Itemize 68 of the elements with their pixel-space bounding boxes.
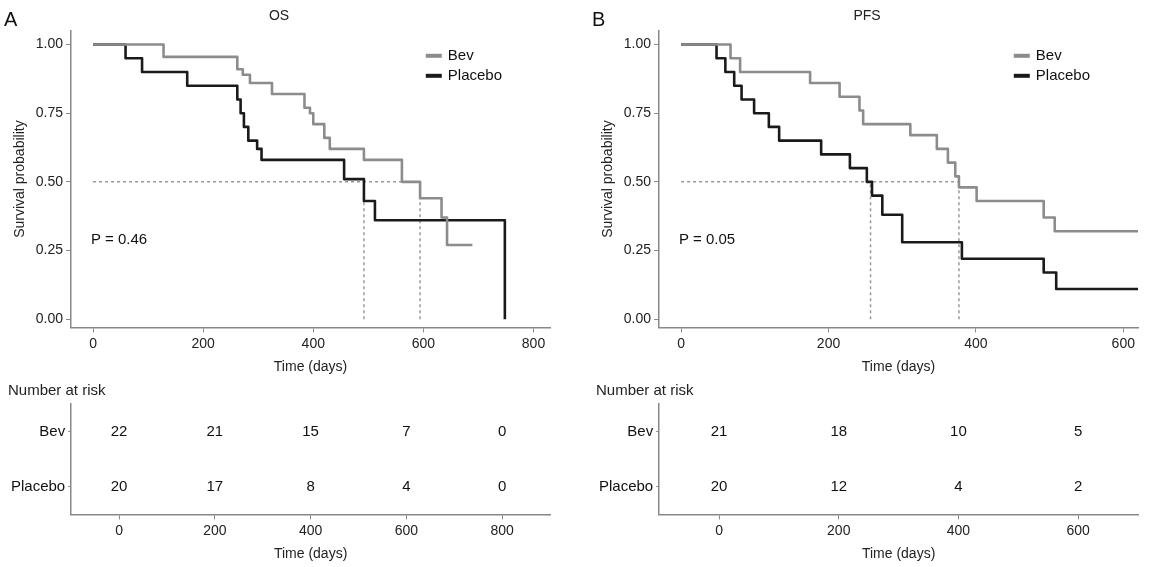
data-label: 20 xyxy=(110,476,128,494)
y-tick-label: 0.50 xyxy=(35,172,64,189)
y-axis-title: Survival probability xyxy=(599,120,616,238)
data-label: 21 xyxy=(710,421,728,439)
y-tick-label: 0.00 xyxy=(623,310,652,327)
y-tick-label: Placebo xyxy=(10,476,66,494)
annotation: P = 0.05 xyxy=(679,230,736,248)
x-tick-label: 400 xyxy=(964,334,988,351)
data-label: 21 xyxy=(206,421,224,439)
data-label: 15 xyxy=(302,421,319,439)
y-tick-label: 0.00 xyxy=(35,310,64,327)
x-tick-label: 600 xyxy=(1111,334,1136,351)
data-label: 10 xyxy=(950,421,967,439)
data-label: 7 xyxy=(402,421,411,439)
y-axis-title: Survival probability xyxy=(11,120,28,238)
y-tick-label: 1.00 xyxy=(35,35,64,52)
x-tick-label: 600 xyxy=(411,334,436,351)
chart-title: Number at risk xyxy=(596,381,695,399)
x-tick-label: 800 xyxy=(490,521,515,538)
y-tick-label: 0.25 xyxy=(623,241,652,258)
x-tick-label: 600 xyxy=(1066,521,1091,538)
y-tick-label: Bev xyxy=(627,421,654,439)
x-tick-label: 200 xyxy=(816,334,841,351)
data-label: 4 xyxy=(402,476,411,494)
x-tick-label: 0 xyxy=(89,334,98,351)
data-label: 4 xyxy=(954,476,963,494)
x-tick-label: 200 xyxy=(191,334,216,351)
text: B xyxy=(592,8,606,30)
x-tick-label: 0 xyxy=(677,334,686,351)
chart-title: PFS xyxy=(853,7,881,24)
legend-label: Placebo xyxy=(1035,65,1091,83)
legend-label: Bev xyxy=(447,45,475,63)
legend-label: Placebo xyxy=(447,65,503,83)
x-tick-label: 0 xyxy=(715,521,724,538)
data-label: 20 xyxy=(710,476,728,494)
x-tick-label: 200 xyxy=(827,521,851,538)
y-tick-label: 0.50 xyxy=(623,172,652,189)
x-tick-label: 600 xyxy=(394,521,419,538)
x-axis-title: Time (days) xyxy=(273,545,348,562)
text: A xyxy=(4,8,18,30)
y-tick-label: 0.75 xyxy=(35,104,64,121)
data-label: 22 xyxy=(110,421,128,439)
x-axis-title: Time (days) xyxy=(861,358,936,375)
x-axis-title: Time (days) xyxy=(861,545,936,562)
chart-title: Number at risk xyxy=(8,381,107,399)
y-tick-label: Placebo xyxy=(598,476,654,494)
x-tick-label: 400 xyxy=(946,521,971,538)
data-label: 17 xyxy=(206,476,224,494)
x-tick-label: 400 xyxy=(301,334,326,351)
x-axis-title: Time (days) xyxy=(273,358,348,375)
chart-title: OS xyxy=(268,7,290,24)
data-label: 0 xyxy=(497,476,507,494)
data-label: 12 xyxy=(830,476,848,494)
x-tick-label: 400 xyxy=(298,521,323,538)
data-label: 5 xyxy=(1073,421,1083,439)
y-tick-label: 1.00 xyxy=(623,35,652,52)
data-label: 8 xyxy=(306,476,315,494)
y-tick-label: 0.75 xyxy=(623,104,652,121)
y-tick-label: 0.25 xyxy=(35,241,64,258)
legend-label: Bev xyxy=(1035,45,1063,63)
x-tick-label: 0 xyxy=(115,521,124,538)
x-tick-label: 800 xyxy=(521,334,546,351)
data-label: 0 xyxy=(497,421,507,439)
data-label: 18 xyxy=(830,421,848,439)
data-label: 2 xyxy=(1073,476,1083,494)
x-tick-label: 200 xyxy=(203,521,227,538)
annotation: P = 0.46 xyxy=(91,230,148,248)
y-tick-label: Bev xyxy=(39,421,66,439)
